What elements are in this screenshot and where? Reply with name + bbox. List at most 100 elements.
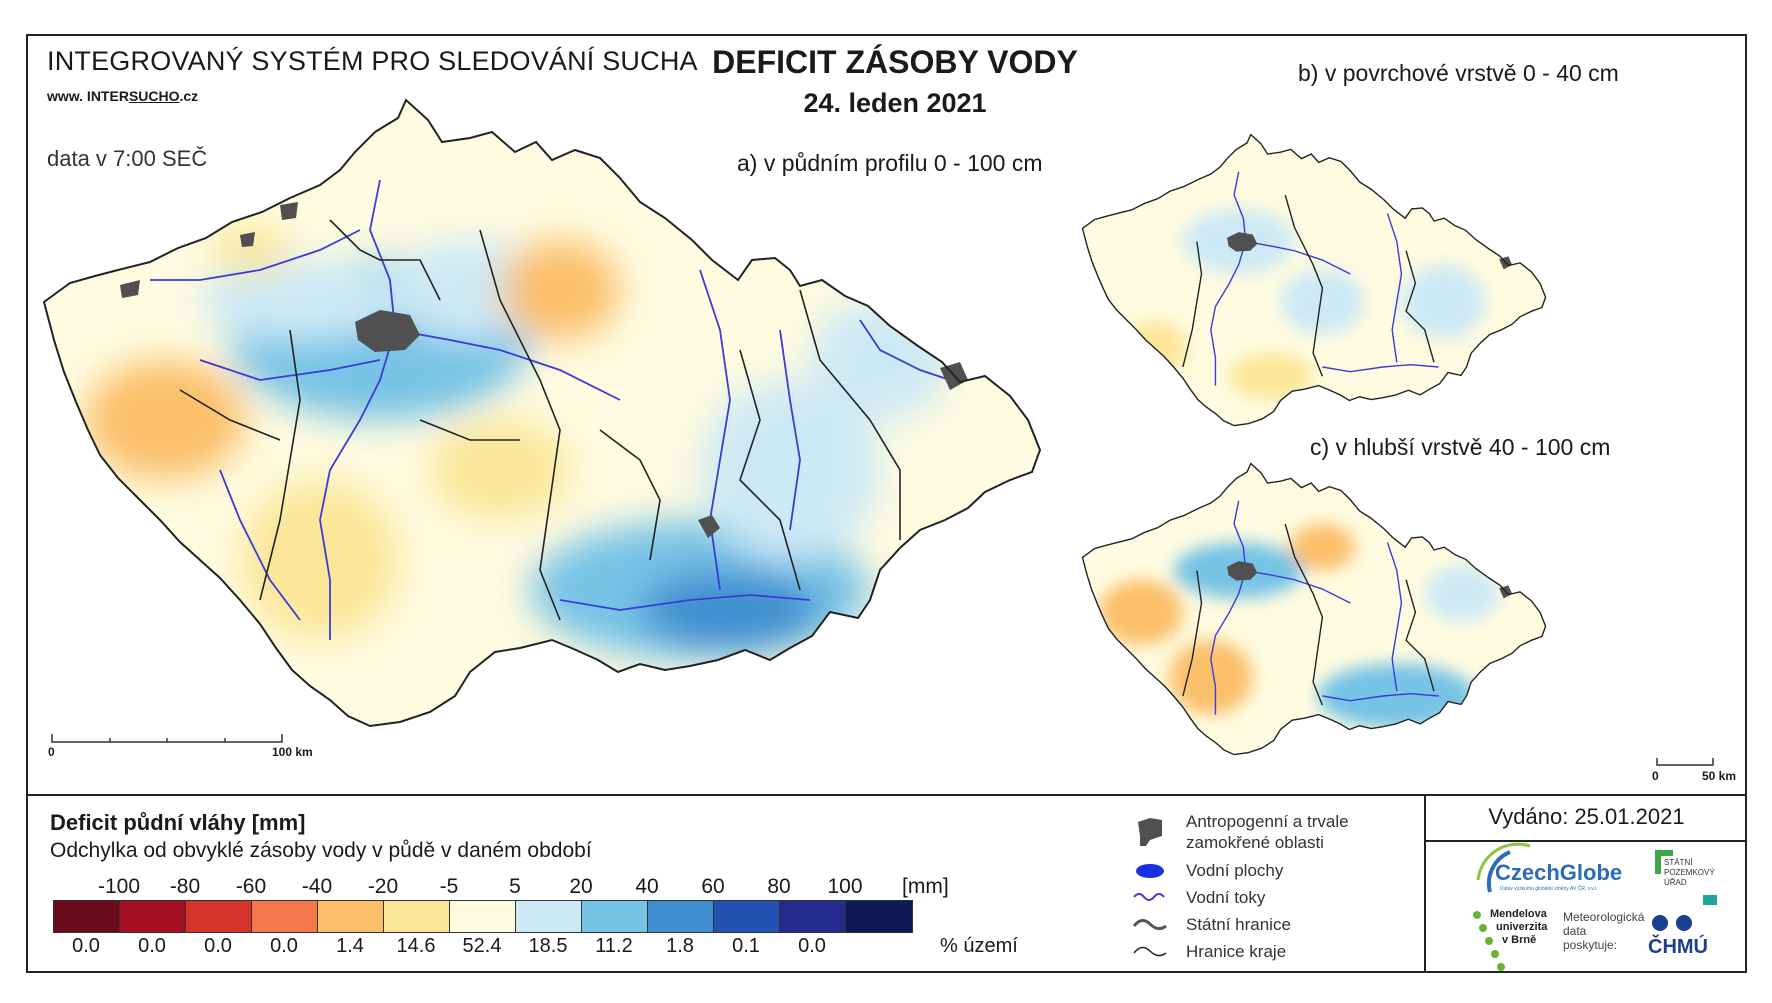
state-border-icon — [1132, 919, 1167, 931]
percent-label: % území — [940, 935, 1018, 957]
czechglobe-arc2-icon — [1476, 842, 1531, 881]
scale-main-end: 100 km — [272, 745, 313, 759]
legend-percentage: 0.0 — [72, 935, 100, 957]
main-map — [43, 99, 1041, 727]
scale-small-end: 50 km — [1702, 769, 1737, 783]
map-date: 24. leden 2021 — [803, 88, 987, 118]
legend-tick: -100 — [97, 875, 141, 898]
legend-percentage: 18.5 — [528, 935, 568, 957]
water-body-icon — [1136, 864, 1164, 878]
scale-bar-main — [51, 734, 283, 743]
spu-l2: POZEMKOVÝ — [1664, 868, 1715, 877]
legend-swatch — [780, 901, 846, 932]
website-prefix: www. INTER — [47, 88, 129, 104]
region-border-icon — [1133, 946, 1167, 957]
legend-tick: 80 — [767, 875, 791, 898]
urban-label-l1: Antropogenní a trvale — [1186, 812, 1349, 831]
legend-swatch — [714, 901, 780, 932]
panel-c-label: c) v hlubší vrstvě 40 - 100 cm — [1310, 434, 1611, 460]
urban-label-l2: zamokřené oblasti — [1186, 833, 1324, 852]
legend-percentage: 0.0 — [270, 935, 298, 957]
scale-bar-small — [1656, 758, 1714, 766]
scale-main-zero: 0 — [48, 745, 55, 759]
legend-tick: 60 — [701, 875, 725, 898]
water-label: Vodní plochy — [1186, 861, 1284, 880]
legend-percentage: 1.4 — [336, 935, 364, 957]
issued-divider — [1424, 840, 1747, 842]
legend-tick: 20 — [569, 875, 593, 898]
legend-swatch — [648, 901, 714, 932]
map-b — [1081, 133, 1547, 427]
legend-subtitle: Odchylka od obvyklé zásoby vody v půdě v… — [50, 839, 592, 862]
legend-percentage: 0.0 — [138, 935, 166, 957]
czechglobe-logo: CzechGlobe — [1495, 860, 1623, 885]
legend-tick: -60 — [235, 875, 267, 898]
urban-area-icon — [1138, 818, 1162, 846]
meteo-l1: Meteorologická — [1563, 910, 1645, 924]
legend-divider — [26, 794, 1747, 796]
legend-percentage: 52.4 — [462, 935, 502, 957]
spu-logo: STÁTNÍ POZEMKOVÝ ÚŘAD — [1664, 858, 1715, 888]
mendel-l2: univerzita — [1496, 921, 1548, 933]
czechglobe-sub: Ústav výzkumu globální změny AV ČR, v.v.… — [1500, 886, 1598, 892]
legend-swatch — [318, 901, 384, 932]
legend-unit: [mm] — [902, 875, 949, 898]
spu-l1: STÁTNÍ — [1664, 858, 1693, 867]
legend-tick: 5 — [509, 875, 521, 898]
legend-swatch — [252, 901, 318, 932]
mendel-logo: Mendelova univerzita v Brně — [1490, 908, 1547, 947]
chmu-logo-icon — [1652, 915, 1692, 931]
river-icon — [1133, 893, 1165, 901]
urban-label: Antropogenní a trvale zamokřené oblasti — [1186, 811, 1349, 853]
meteo-l3: poskytuje: — [1563, 938, 1618, 952]
legend-title: Deficit půdní vláhy [mm] — [50, 810, 306, 835]
mendel-l1: Mendelova — [1490, 908, 1547, 920]
legend-swatch — [384, 901, 450, 932]
czechglobe-arc-icon — [1486, 850, 1511, 893]
issued-date: Vydáno: 25.01.2021 — [1488, 804, 1685, 829]
legend-swatch — [120, 901, 186, 932]
legend-swatch — [186, 901, 252, 932]
system-title: INTEGROVANÝ SYSTÉM PRO SLEDOVÁNÍ SUCHA — [47, 46, 698, 76]
legend-tick: 100 — [827, 875, 863, 898]
panel-b-label: b) v povrchové vrstvě 0 - 40 cm — [1298, 60, 1619, 86]
legend-percentage: 0.0 — [204, 935, 232, 957]
legend-percentage: 0.0 — [798, 935, 826, 957]
legend-percentage: 14.6 — [396, 935, 436, 957]
legend-swatch — [846, 901, 912, 932]
region-border-label: Hranice kraje — [1186, 942, 1287, 961]
legend-swatch — [450, 901, 516, 932]
chmu-logo: ČHMÚ — [1648, 936, 1708, 958]
legend-percentage: 0.1 — [732, 935, 760, 957]
state-border-label: Státní hranice — [1186, 915, 1291, 934]
legend-symbols — [1132, 818, 1167, 957]
legend-tick: -80 — [169, 875, 201, 898]
scale-small-zero: 0 — [1652, 769, 1659, 783]
panel-a-label: a) v půdním profilu 0 - 100 cm — [737, 150, 1043, 176]
website-mid: SUCHO — [128, 88, 180, 104]
mendel-l3: v Brně — [1502, 934, 1537, 946]
river-label: Vodní toky — [1186, 888, 1266, 907]
legend-swatch — [54, 901, 120, 932]
map-frame — [26, 34, 1747, 973]
legend-swatch — [582, 901, 648, 932]
legend-percentage: 1.8 — [666, 935, 694, 957]
logo-shapes — [1473, 842, 1717, 971]
legend-swatch — [516, 901, 582, 932]
legend-percentage: 11.2 — [595, 935, 633, 957]
legend-colorbar — [53, 900, 913, 933]
spu-l3: ÚŘAD — [1664, 878, 1687, 887]
legend-tick: -40 — [301, 875, 333, 898]
mendel-dots-icon — [1473, 911, 1505, 971]
spu-logo-icon — [1655, 850, 1673, 856]
legend-tick: 40 — [635, 875, 659, 898]
legend-tick: -20 — [367, 875, 399, 898]
map-c — [1081, 462, 1547, 756]
website-link[interactable]: www. INTERSUCHO.cz — [47, 88, 198, 104]
page-title: DEFICIT ZÁSOBY VODY — [712, 44, 1078, 80]
meteo-provider: Meteorologická data poskytuje: — [1563, 910, 1644, 952]
website-suffix: .cz — [179, 88, 199, 104]
data-time: data v 7:00 SEČ — [47, 146, 208, 171]
legend-tick: -5 — [439, 875, 459, 898]
